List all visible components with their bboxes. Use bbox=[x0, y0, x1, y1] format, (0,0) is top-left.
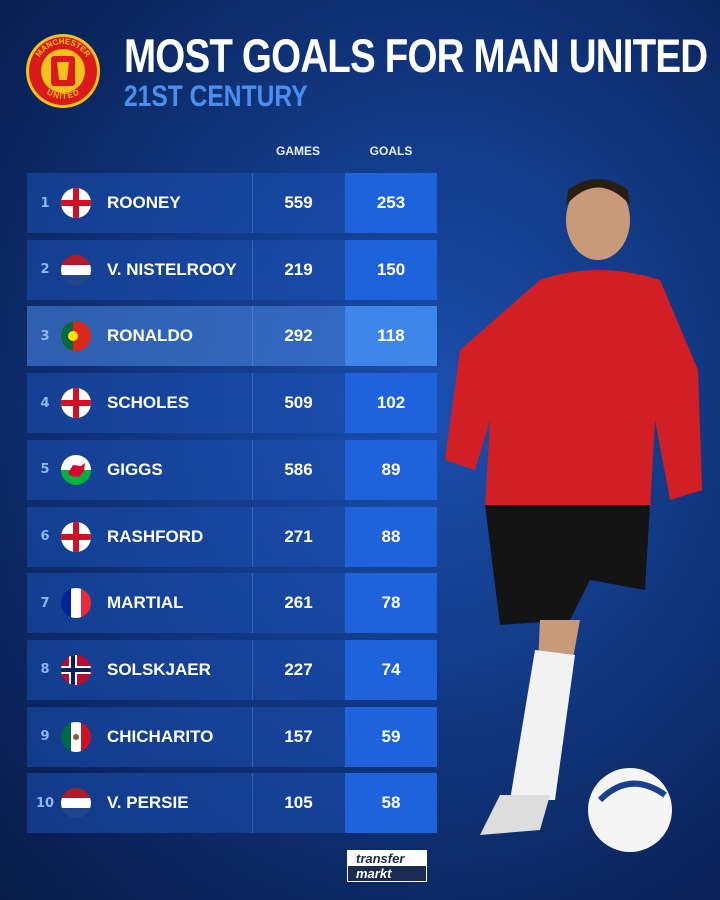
portugal-flag-icon bbox=[61, 321, 91, 352]
rank: 3 bbox=[40, 328, 50, 344]
netherlands-flag-icon bbox=[61, 788, 91, 819]
player-name: RONALDO bbox=[107, 326, 193, 346]
games-value: 292 bbox=[252, 306, 344, 367]
table-row: 6 RASHFORD 271 88 bbox=[27, 506, 437, 567]
games-value: 157 bbox=[252, 706, 344, 767]
rank: 4 bbox=[40, 395, 50, 411]
goals-value: 89 bbox=[345, 439, 437, 500]
table-row: 5 GIGGS 586 89 bbox=[27, 439, 437, 500]
player-name: SCHOLES bbox=[107, 393, 190, 413]
games-value: 559 bbox=[252, 173, 344, 233]
table-row: 7 MARTIAL 261 78 bbox=[27, 573, 437, 634]
goals-value: 88 bbox=[345, 506, 437, 567]
goals-value: 74 bbox=[345, 639, 437, 700]
wales-flag-icon bbox=[61, 454, 91, 485]
crest-text-bottom: UNITED bbox=[45, 87, 81, 100]
goals-value: 253 bbox=[345, 173, 437, 233]
rank: 2 bbox=[40, 262, 50, 278]
england-flag-icon bbox=[61, 388, 91, 419]
netherlands-flag-icon bbox=[61, 254, 91, 285]
table-row: 9 CHICHARITO 157 59 bbox=[27, 706, 437, 767]
norway-flag-icon bbox=[61, 654, 91, 685]
player-name: MARTIAL bbox=[107, 593, 184, 613]
player-name: RASHFORD bbox=[107, 526, 204, 546]
goals-value: 58 bbox=[345, 773, 437, 834]
mexico-flag-icon bbox=[61, 721, 91, 752]
goals-value: 102 bbox=[345, 373, 437, 434]
page-subtitle: 21ST CENTURY bbox=[124, 80, 308, 113]
rank: 9 bbox=[40, 729, 50, 745]
games-value: 509 bbox=[252, 373, 344, 434]
goals-value: 59 bbox=[345, 706, 437, 767]
table-row: 10 V. PERSIE 105 58 bbox=[27, 773, 437, 834]
player-name: V. PERSIE bbox=[107, 793, 189, 813]
table-row: 4 SCHOLES 509 102 bbox=[27, 373, 437, 434]
games-value: 105 bbox=[252, 773, 344, 834]
svg-text:UNITED: UNITED bbox=[45, 87, 81, 100]
column-header-goals: GOALS bbox=[369, 144, 413, 158]
rank: 10 bbox=[35, 795, 55, 811]
france-flag-icon bbox=[61, 588, 91, 619]
games-value: 586 bbox=[252, 439, 344, 500]
england-flag-icon bbox=[61, 188, 91, 218]
player-photo bbox=[445, 179, 702, 852]
table-row: 2 V. NISTELROOY 219 150 bbox=[27, 239, 437, 300]
rank: 5 bbox=[40, 462, 50, 478]
logo-text-transfer: transfer bbox=[348, 851, 426, 866]
rank: 7 bbox=[40, 595, 50, 611]
rank: 6 bbox=[40, 529, 50, 544]
transfermarkt-logo: transfer markt bbox=[347, 850, 427, 882]
table-row: 8 SOLSKJAER 227 74 bbox=[27, 639, 437, 700]
goals-value: 78 bbox=[345, 573, 437, 634]
games-value: 271 bbox=[252, 506, 344, 567]
goals-value: 150 bbox=[345, 239, 437, 300]
logo-text-markt: markt bbox=[356, 866, 392, 881]
player-name: GIGGS bbox=[107, 459, 163, 479]
page-title: MOST GOALS FOR MAN UNITED bbox=[124, 29, 708, 82]
column-header-games: GAMES bbox=[275, 144, 320, 158]
goals-value: 118 bbox=[345, 306, 437, 367]
player-name: SOLSKJAER bbox=[107, 659, 211, 679]
table-row: 1 ROONEY 559 253 bbox=[27, 173, 437, 233]
games-value: 261 bbox=[252, 573, 344, 634]
rank: 8 bbox=[40, 662, 50, 678]
table-row: 3 RONALDO 292 118 bbox=[27, 306, 437, 367]
rank: 1 bbox=[40, 195, 50, 211]
england-flag-icon bbox=[61, 521, 91, 552]
games-value: 219 bbox=[252, 239, 344, 300]
player-name: CHICHARITO bbox=[107, 726, 214, 746]
games-value: 227 bbox=[252, 639, 344, 700]
player-name: ROONEY bbox=[107, 193, 181, 212]
manchester-united-crest-logo: MANCHESTER UNITED bbox=[26, 34, 100, 108]
player-name: V. NISTELROOY bbox=[107, 259, 237, 279]
